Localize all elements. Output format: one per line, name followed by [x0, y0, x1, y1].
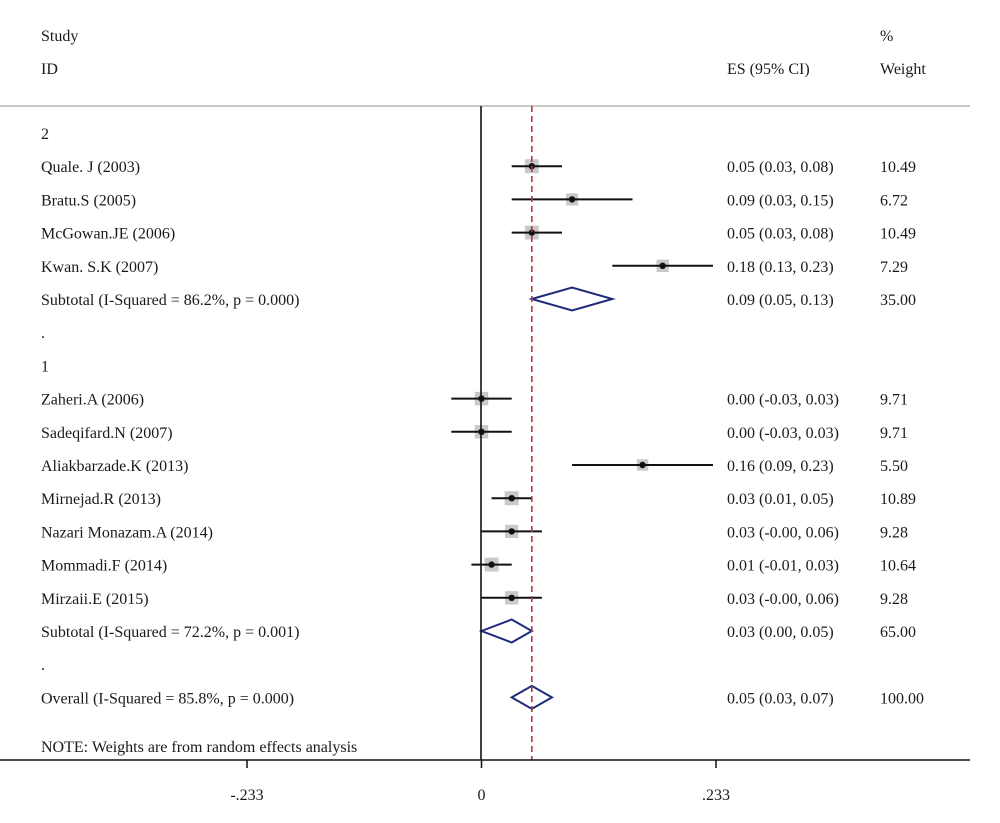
x-tick-label: .233 — [702, 787, 730, 804]
row-label-study: Quale. J (2003) — [41, 159, 140, 176]
weight-value: 10.89 — [880, 491, 916, 508]
row-label-study: Kwan. S.K (2007) — [41, 259, 158, 276]
effect-size-ci: 0.16 (0.09, 0.23) — [727, 458, 834, 475]
row-label-study: Bratu.S (2005) — [41, 192, 136, 209]
effect-size-ci: 0.05 (0.03, 0.08) — [727, 226, 834, 243]
row-label-study: Sadeqifard.N (2007) — [41, 425, 173, 442]
row-label-study: Mirzaii.E (2015) — [41, 591, 149, 608]
row-label-group: 1 — [41, 358, 49, 375]
weight-value: 6.72 — [880, 192, 908, 209]
effect-point — [659, 262, 666, 269]
effect-size-ci: 0.00 (-0.03, 0.03) — [727, 425, 839, 442]
row-label-subtotal: Subtotal (I-Squared = 86.2%, p = 0.000) — [41, 292, 299, 309]
effect-size-ci: 0.01 (-0.01, 0.03) — [727, 558, 839, 575]
effect-size-ci: 0.03 (-0.00, 0.06) — [727, 524, 839, 541]
weight-value: 7.29 — [880, 259, 908, 276]
weight-value: 9.28 — [880, 591, 908, 608]
row-label-study: Nazari Monazam.A (2014) — [41, 524, 213, 541]
weights-note: NOTE: Weights are from random effects an… — [41, 739, 357, 756]
row-label-overall: Overall (I-Squared = 85.8%, p = 0.000) — [41, 690, 294, 707]
effect-point — [508, 594, 515, 601]
row-label-spacer: . — [41, 325, 45, 342]
es-ci-header: ES (95% CI) — [727, 61, 810, 78]
effect-point — [568, 196, 576, 203]
weight-value: 35.00 — [880, 292, 916, 309]
effect-point — [639, 461, 646, 469]
row-label-subtotal: Subtotal (I-Squared = 72.2%, p = 0.001) — [41, 624, 299, 641]
row-label-study: Mommadi.F (2014) — [41, 558, 167, 575]
study-header: Study — [41, 28, 78, 45]
weight-value: 10.49 — [880, 159, 916, 176]
effect-size-ci: 0.18 (0.13, 0.23) — [727, 259, 834, 276]
row-label-study: McGowan.JE (2006) — [41, 226, 175, 243]
x-tick-label: -.233 — [230, 787, 263, 804]
x-axis: -.233 0 .233 — [0, 759, 970, 804]
weight-value: 9.28 — [880, 524, 908, 541]
subtotal-diamond — [528, 286, 616, 312]
effect-point — [508, 528, 515, 535]
effect-point — [528, 229, 536, 236]
effect-point — [508, 495, 515, 502]
id-header: ID — [41, 61, 58, 78]
row-label-spacer: . — [41, 657, 45, 674]
weight-value: 9.71 — [880, 425, 908, 442]
effect-size-ci: 0.05 (0.03, 0.08) — [727, 159, 834, 176]
effect-size-ci: 0.03 (0.00, 0.05) — [727, 624, 834, 641]
weight-value: 65.00 — [880, 624, 916, 641]
effect-size-ci: 0.05 (0.03, 0.07) — [727, 690, 834, 707]
row-label-study: Zaheri.A (2006) — [41, 392, 144, 409]
effect-size-ci: 0.03 (-0.00, 0.06) — [727, 591, 839, 608]
subtotal-diamond — [478, 618, 534, 644]
row-label-study: Mirnejad.R (2013) — [41, 491, 161, 508]
header: Study ID ES (95% CI) % Weight — [0, 28, 970, 107]
weight-header: Weight — [880, 61, 926, 78]
weight-percent-header: % — [880, 28, 893, 45]
weight-value: 10.64 — [880, 558, 916, 575]
forest-rows: 2 Quale. J (2003) 0.05 (0.03, 0.08) 10.49 Br… — [41, 126, 924, 711]
weight-value: 9.71 — [880, 392, 908, 409]
weight-value: 5.50 — [880, 458, 908, 475]
effect-size-ci: 0.09 (0.03, 0.15) — [727, 192, 834, 209]
effect-size-ci: 0.00 (-0.03, 0.03) — [727, 392, 839, 409]
overall-diamond — [509, 684, 554, 711]
weight-value: 10.49 — [880, 226, 916, 243]
effect-point — [488, 561, 495, 568]
x-tick-label: 0 — [478, 787, 486, 804]
effect-size-ci: 0.03 (0.01, 0.05) — [727, 491, 834, 508]
effect-size-ci: 0.09 (0.05, 0.13) — [727, 292, 834, 309]
row-label-group: 2 — [41, 126, 49, 143]
row-label-study: Aliakbarzade.K (2013) — [41, 458, 189, 475]
weight-value: 100.00 — [880, 690, 924, 707]
